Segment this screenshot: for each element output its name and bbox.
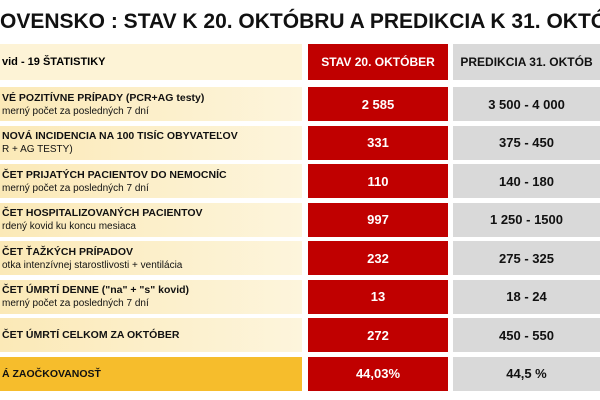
prediction-cell: 450 - 550 <box>453 318 600 352</box>
row-label: NOVÁ INCIDENCIA NA 100 TISÍC OBYVATEĽOV <box>2 130 238 142</box>
current-cell: 13 <box>308 279 448 314</box>
label-cell: Á ZAOČKOVANOSŤ <box>0 356 302 391</box>
prediction-value: 1 250 - 1500 <box>489 212 563 227</box>
prediction-value: 44,5 % <box>506 366 547 381</box>
current-value: 272 <box>367 327 389 343</box>
current-cell: 232 <box>308 241 448 275</box>
prediction-cell: 275 - 325 <box>453 241 600 275</box>
row-sublabel: otka intenzívnej starostlivosti + ventil… <box>2 259 183 271</box>
row-sublabel: merný počet za posledných 7 dní <box>2 298 149 309</box>
prediction-cell: 44,5 % <box>453 356 600 391</box>
current-cell: 110 <box>308 164 448 198</box>
current-cell: 272 <box>308 318 448 352</box>
row-label: ČET ÚMRTÍ DENNE ("na" + "s" kovid) <box>2 284 190 296</box>
prediction-cell: 18 - 24 <box>453 279 600 314</box>
current-value: 44,03% <box>355 366 401 381</box>
header-text: PREDIKCIA 31. OKTÓB <box>460 55 593 69</box>
current-value: 331 <box>367 135 389 150</box>
label-cell: ČET HOSPITALIZOVANÝCH PACIENTOV rdený kov… <box>0 202 302 237</box>
header-cell: STAV 20. OKTÓBER <box>308 44 448 80</box>
current-cell: 331 <box>308 125 448 160</box>
current-value: 13 <box>370 289 386 304</box>
header-cell: vid - 19 ŠTATISTIKY <box>0 44 302 80</box>
label-cell: ČET PRIJATÝCH PACIENTOV DO NEMOCNÍC merný… <box>0 164 302 198</box>
current-value: 110 <box>367 173 389 189</box>
label-cell: NOVÁ INCIDENCIA NA 100 TISÍC OBYVATEĽOV R… <box>0 125 302 160</box>
prediction-cell: 375 - 450 <box>453 125 600 160</box>
row-label: ČET PRIJATÝCH PACIENTOV DO NEMOCNÍC <box>2 168 227 181</box>
prediction-value: 375 - 450 <box>499 135 554 150</box>
header-text: vid - 19 ŠTATISTIKY <box>2 56 106 68</box>
title: OVENSKO : STAV K 20. OKTÓBRU A PREDIKCIA… <box>0 10 600 33</box>
prediction-value: 18 - 24 <box>506 289 547 304</box>
label-cell: ČET ÚMRTÍ DENNE ("na" + "s" kovid) merný … <box>0 279 302 314</box>
prediction-value: 275 - 325 <box>499 250 554 266</box>
current-cell: 2 585 <box>308 87 448 121</box>
prediction-value: 140 - 180 <box>499 173 554 189</box>
row-sublabel: rdený kovid ku koncu mesiaca <box>2 221 136 232</box>
label-cell: ČET ŤAŽKÝCH PRÍPADOV otka intenzívnej sta… <box>0 241 302 275</box>
prediction-value: 450 - 550 <box>499 327 554 343</box>
current-cell: 44,03% <box>308 356 448 391</box>
header-text: STAV 20. OKTÓBER <box>321 55 435 69</box>
row-sublabel: merný počet za posledných 7 dní <box>2 182 149 194</box>
row-label: VÉ POZITÍVNE PRÍPADY (PCR+AG testy) <box>2 91 205 104</box>
row-label: ČET HOSPITALIZOVANÝCH PACIENTOV <box>2 207 203 219</box>
current-cell: 997 <box>308 202 448 237</box>
header-cell: PREDIKCIA 31. OKTÓB <box>453 44 600 80</box>
current-value: 232 <box>367 250 389 266</box>
row-label: ČET ŤAŽKÝCH PRÍPADOV <box>2 245 134 258</box>
row-label: ČET ÚMRTÍ CELKOM ZA OKTÓBER <box>2 329 180 341</box>
current-value: 997 <box>367 212 389 227</box>
current-value: 2 585 <box>361 96 395 112</box>
prediction-cell: 140 - 180 <box>453 164 600 198</box>
prediction-cell: 1 250 - 1500 <box>453 202 600 237</box>
label-cell: ČET ÚMRTÍ CELKOM ZA OKTÓBER <box>0 318 302 352</box>
row-sublabel: R + AG TESTY) <box>2 144 73 155</box>
prediction-cell: 3 500 - 4 000 <box>453 87 600 121</box>
prediction-value: 3 500 - 4 000 <box>488 96 565 112</box>
row-sublabel: merný počet za posledných 7 dní <box>2 105 149 117</box>
label-cell: VÉ POZITÍVNE PRÍPADY (PCR+AG testy) merný… <box>0 87 302 121</box>
row-label: Á ZAOČKOVANOSŤ <box>2 367 101 380</box>
